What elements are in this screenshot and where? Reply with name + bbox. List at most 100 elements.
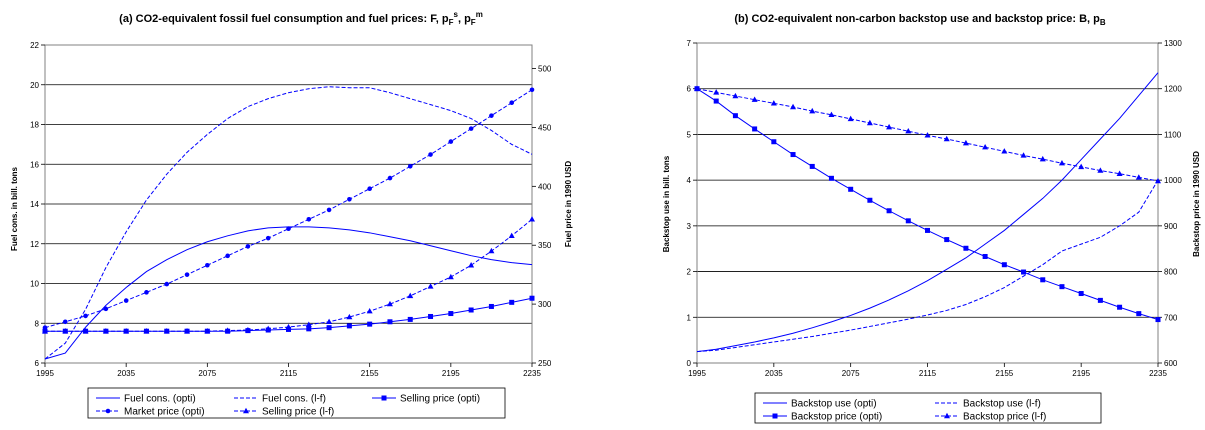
chart-a-series-3-point-14 <box>326 207 332 213</box>
chart-b-ylabel-right: Backstop price in 1990 USD <box>1192 151 1201 257</box>
chart-b: 0 1 2 3 4 5 6 7 600 700 800 900 1000 1100 1200 1300 1995… <box>687 39 1182 424</box>
chart-a-series-4-point-9 <box>224 327 231 333</box>
chart-b-series-3-point-12 <box>924 132 931 138</box>
chart-b-series-1-line <box>696 179 1159 353</box>
chart-b-series-3-point-22 <box>1116 170 1123 176</box>
chart-b-series-3-point-21 <box>1097 167 1104 173</box>
chart-b-series-3-point-24 <box>1155 177 1161 184</box>
chart-a-series-3-point-6 <box>164 281 170 287</box>
chart-a-series-4-point-19 <box>427 283 434 289</box>
chart-a-ytick-left-2: 10 <box>30 280 39 289</box>
chart-a-xtick-2: 2075 <box>198 369 216 378</box>
chart-b-series-2-point-1 <box>713 98 719 104</box>
chart-a-series-3-point-7 <box>184 272 190 277</box>
chart-a-ytick-left-6: 18 <box>30 121 39 130</box>
chart-b-series-2-point-8 <box>848 186 854 192</box>
chart-b-xtick-4: 2155 <box>995 369 1013 378</box>
chart-a-series-4-point-12 <box>285 323 292 330</box>
chart-a-legend-label-2: Selling price (opti) <box>400 394 480 405</box>
chart-b-legend-label-2: Backstop price (opti) <box>791 412 882 423</box>
chart-b-ylabel-left: Backstop use in bill. tons <box>662 155 671 252</box>
chart-a-legend-label-4: Selling price (l-f) <box>262 407 334 418</box>
chart-b-series-3-point-7 <box>828 111 835 117</box>
chart-a-series-3-point-13 <box>306 217 312 222</box>
chart-b-legend-marker-2 <box>772 413 778 419</box>
chart-b-series-3-point-23 <box>1135 174 1142 180</box>
chart-a-ytick-left-5: 16 <box>30 160 39 169</box>
chart-a-series-2-point-16 <box>367 321 373 327</box>
chart-b-series-3-point-6 <box>809 107 816 114</box>
chart-b-series-2-point-15 <box>982 253 988 259</box>
chart-b-xtick-6: 2235 <box>1149 369 1167 378</box>
chart-a-legend-box <box>87 387 506 419</box>
chart-a-series-4-point-17 <box>386 300 393 307</box>
chart-b-series-2-point-17 <box>1021 269 1027 275</box>
chart-b-series-3-point-15 <box>982 144 989 150</box>
chart-b-ytick-left-3: 3 <box>687 222 692 231</box>
chart-a-series-4-point-0 <box>42 328 48 334</box>
chart-b-series-3-point-0 <box>694 85 700 91</box>
chart-b-ytick-right-2: 800 <box>1164 268 1178 277</box>
chart-b-legend-label-3: Backstop price (l-f) <box>963 412 1046 423</box>
chart-b-series-2-point-24 <box>1155 317 1161 323</box>
chart-a-series-1-line <box>44 86 533 360</box>
chart-b-ytick-left-5: 5 <box>687 130 692 139</box>
chart-b-series-2-point-16 <box>1001 262 1007 268</box>
chart-b-series-2-point-14 <box>963 245 969 251</box>
chart-a-legend-marker-2 <box>381 395 387 401</box>
chart-a-ytick-left-4: 14 <box>30 200 39 209</box>
chart-b-ytick-left-1: 1 <box>687 313 692 322</box>
chart-b-series-0-line <box>696 72 1159 353</box>
chart-a-series-2-point-20 <box>448 311 454 317</box>
chart-a-series-3-point-18 <box>407 164 413 169</box>
chart-b-series-2-point-11 <box>905 218 911 224</box>
chart-a-series-3-point-17 <box>387 175 393 181</box>
chart-a-series-3-point-1 <box>62 319 68 325</box>
chart-a-series-4-point-8 <box>204 328 211 334</box>
chart-b-legend-label-0: Backstop use (opti) <box>791 399 877 410</box>
chart-a-series-4-point-1 <box>62 328 69 334</box>
chart-a-series-4-point-2 <box>82 328 89 334</box>
chart-a-ytick-right-3: 400 <box>538 182 552 191</box>
chart-b-series-3-point-5 <box>790 103 797 110</box>
chart-b-series-3-point-11 <box>905 128 912 134</box>
chart-b-series-2-line <box>696 88 1159 321</box>
chart-b-ytick-right-1: 700 <box>1164 313 1178 322</box>
chart-a-ytick-right-2: 350 <box>538 241 552 250</box>
chart-a-series-2-point-23 <box>509 299 515 305</box>
chart-b-legend-box <box>754 392 1102 424</box>
chart-b-series-2-point-20 <box>1078 291 1084 297</box>
chart-a-series-3-point-8 <box>205 262 210 268</box>
chart-b-ytick-right-7: 1300 <box>1164 39 1182 48</box>
chart-b-series-2-point-12 <box>925 227 930 233</box>
chart-a-title: (a) CO2-equivalent fossil fuel consumpti… <box>119 10 483 27</box>
chart-a-legend: Fuel cons. (opti) Fuel cons. (l-f) Selling… <box>87 387 506 419</box>
chart-a-series-3-point-2 <box>83 313 88 319</box>
chart-a-series-4-point-16 <box>366 307 373 314</box>
chart-a-series-2-point-21 <box>468 307 474 313</box>
chart-b-legend: Backstop use (opti) Backstop use (l-f) Bac… <box>754 392 1102 424</box>
chart-a-legend-marker-4 <box>243 407 249 414</box>
chart-b-ytick-right-3: 900 <box>1164 222 1178 231</box>
chart-b-series-3-point-16 <box>1001 148 1008 154</box>
chart-a-series-3-point-24 <box>529 87 535 93</box>
chart-b-series-3-point-4 <box>770 100 777 106</box>
chart-b-series-3-point-20 <box>1078 163 1085 170</box>
chart-a-series-3-point-15 <box>347 196 352 202</box>
chart-a-series-4-point-18 <box>407 292 414 299</box>
chart-a-series-2-point-13 <box>306 326 312 332</box>
chart-a-series-3-point-10 <box>245 244 251 249</box>
chart-b-xtick-2: 2075 <box>842 369 860 378</box>
chart-b-series-3-point-8 <box>847 115 854 122</box>
chart-a-series-3-point-19 <box>428 152 433 157</box>
chart-b-series-2-point-6 <box>809 163 815 169</box>
chart-a-series-3-point-11 <box>265 235 271 241</box>
chart-a-ytick-right-4: 450 <box>538 123 552 132</box>
chart-b-series-3-point-9 <box>866 119 873 126</box>
chart-a-series-2-point-17 <box>387 319 393 325</box>
chart-a-series-4-point-13 <box>305 321 312 327</box>
chart-a-series-4-point-22 <box>488 247 495 254</box>
chart-b-series-2-point-4 <box>771 139 777 145</box>
chart-a-ylabel-left: Fuel cons. in bill. tons <box>10 166 19 251</box>
